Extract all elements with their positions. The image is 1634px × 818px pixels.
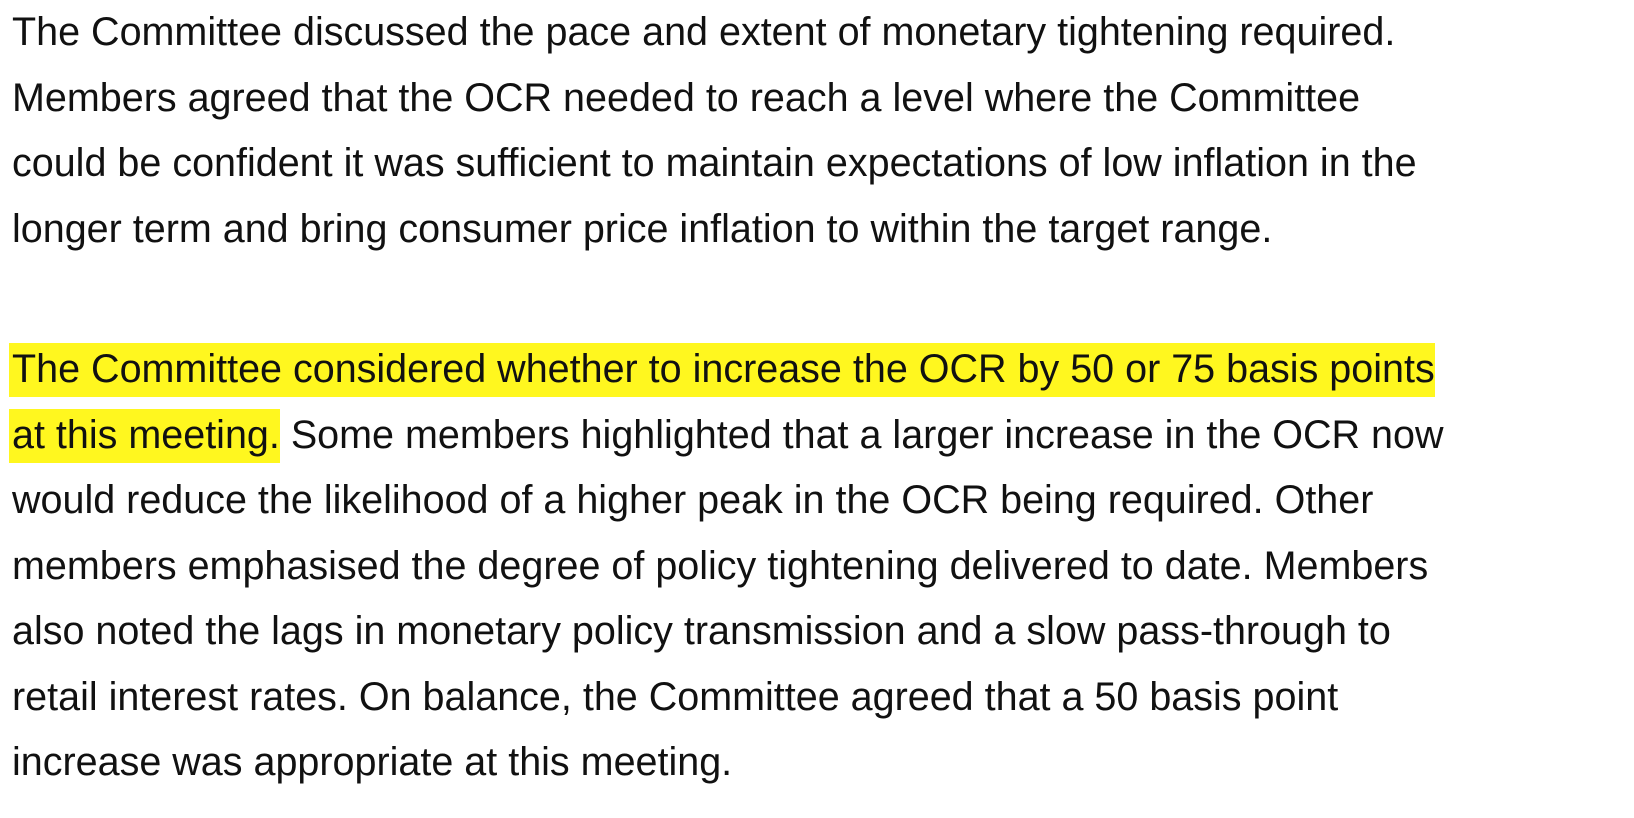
highlighted-text: The Committee considered whether to incr… (9, 343, 1435, 397)
text-line: retail interest rates. On balance, the C… (12, 674, 1339, 719)
paragraph-1: The Committee discussed the pace and ext… (12, 0, 1622, 262)
text-line: longer term and bring consumer price inf… (12, 206, 1273, 251)
text-fragment: Some members highlighted that a larger i… (279, 412, 1444, 457)
text-line: members emphasised the degree of policy … (12, 543, 1429, 588)
text-line: at this meeting. Some members highlighte… (9, 403, 1622, 469)
text-line: The Committee considered whether to incr… (9, 337, 1622, 403)
text-line: could be confident it was sufficient to … (12, 141, 1417, 185)
document-body: The Committee discussed the pace and ext… (9, 0, 1622, 796)
text-line: Members agreed that the OCR needed to re… (12, 75, 1361, 120)
text-line: also noted the lags in monetary policy t… (12, 609, 1391, 653)
highlighted-text: at this meeting. (9, 408, 280, 463)
text-line: would reduce the likelihood of a higher … (12, 478, 1374, 522)
paragraph-2: The Committee considered whether to incr… (9, 337, 1622, 796)
text-line: The Committee discussed the pace and ext… (12, 10, 1396, 54)
text-line: increase was appropriate at this meeting… (12, 740, 733, 784)
